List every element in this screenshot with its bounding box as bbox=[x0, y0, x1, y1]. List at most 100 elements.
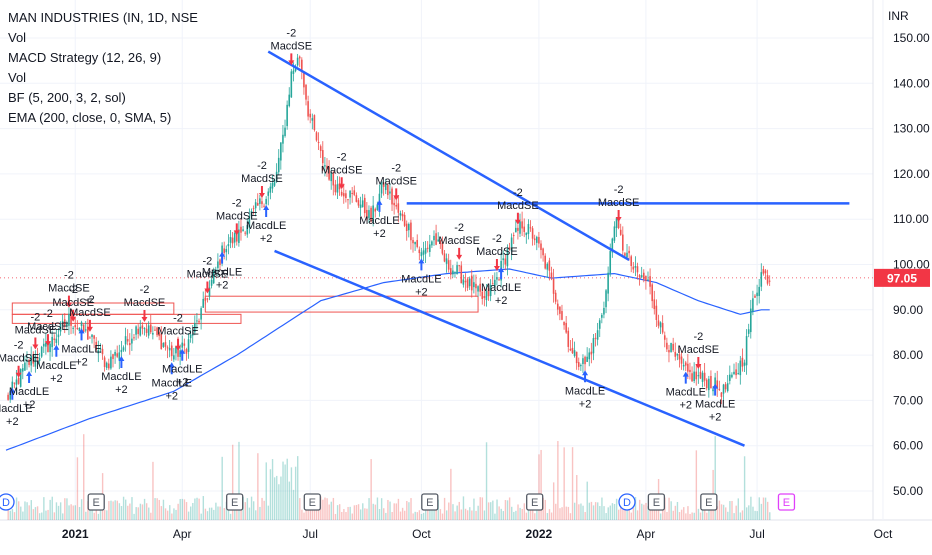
short-entry-qty: -2 bbox=[203, 255, 213, 267]
volume-bar bbox=[504, 500, 507, 520]
dividend-marker[interactable] bbox=[618, 493, 636, 511]
candle-body bbox=[565, 322, 567, 333]
earnings-marker[interactable] bbox=[526, 493, 544, 511]
volume-bar bbox=[118, 503, 121, 520]
candle-body bbox=[473, 282, 475, 288]
candle-body bbox=[324, 165, 326, 167]
indicator-ema[interactable]: EMA (200, close, 0, SMA, 5) bbox=[8, 110, 172, 125]
candle-body bbox=[11, 381, 14, 389]
volume-bar bbox=[479, 497, 481, 520]
earnings-marker[interactable] bbox=[700, 493, 718, 511]
volume-bar bbox=[343, 509, 345, 520]
candle-body bbox=[645, 276, 647, 282]
trendline[interactable] bbox=[267, 50, 630, 262]
candle-body bbox=[573, 350, 576, 356]
short-entry-label: MacdSE bbox=[187, 268, 229, 280]
candle-body bbox=[99, 348, 102, 350]
earnings-marker[interactable] bbox=[226, 493, 244, 511]
candle-body bbox=[712, 389, 714, 392]
earnings-marker[interactable] bbox=[421, 493, 439, 511]
volume-bar bbox=[563, 447, 565, 520]
volume-bar bbox=[691, 512, 693, 520]
volume-bar bbox=[674, 505, 677, 520]
candle-body bbox=[273, 180, 276, 186]
candle-body bbox=[756, 292, 758, 297]
indicator-macd-strategy[interactable]: MACD Strategy (12, 26, 9) bbox=[8, 50, 162, 65]
short-entry-arrow bbox=[175, 338, 182, 351]
volume-bar bbox=[573, 502, 576, 520]
candle-body bbox=[695, 371, 698, 380]
volume-bar bbox=[611, 503, 614, 520]
volume-bar bbox=[114, 500, 116, 520]
symbol-title[interactable]: MAN INDUSTRIES (IN, 1D, NSE bbox=[8, 10, 198, 25]
long-entry-label: MacdLE bbox=[152, 377, 192, 389]
volume-bar bbox=[265, 462, 267, 520]
indicator-volume-2[interactable]: Vol bbox=[8, 70, 27, 85]
indicator-bf[interactable]: BF (5, 200, 3, 2, sol) bbox=[8, 90, 126, 105]
earnings-marker[interactable] bbox=[87, 493, 105, 511]
candle-body bbox=[66, 322, 68, 326]
volume-bar bbox=[588, 502, 591, 520]
candle-body bbox=[246, 225, 249, 235]
volume-bar bbox=[156, 498, 158, 520]
candle-body bbox=[636, 266, 639, 273]
candle-body bbox=[416, 239, 419, 247]
volume-bar bbox=[578, 504, 580, 520]
dividend-marker[interactable] bbox=[0, 493, 15, 511]
time-axis[interactable]: 2021 Apr Jul Oct 2022 Apr Jul Oct bbox=[62, 527, 893, 541]
candle-body bbox=[244, 232, 246, 234]
volume-bar bbox=[492, 500, 494, 520]
earnings-marker[interactable] bbox=[303, 493, 321, 511]
candle-body bbox=[361, 200, 364, 208]
candle-body bbox=[701, 372, 704, 382]
candle-body bbox=[101, 348, 104, 355]
candle-body bbox=[743, 362, 746, 366]
price-axis[interactable]: INR 150.00 140.00 130.00 120.00 110.00 100.00… bbox=[874, 9, 930, 498]
candle-body bbox=[384, 183, 387, 191]
volume-bar bbox=[385, 512, 387, 520]
candle-body bbox=[336, 184, 339, 193]
candle-body bbox=[254, 202, 257, 209]
y-tick-label: 90.00 bbox=[893, 303, 923, 317]
volume-bar bbox=[372, 503, 374, 520]
volume-bar bbox=[508, 497, 511, 520]
volume-bar bbox=[496, 499, 498, 520]
earnings-marker[interactable] bbox=[777, 493, 796, 511]
short-entry-label: MacdSE bbox=[497, 200, 539, 212]
candle-body bbox=[55, 338, 58, 343]
candle-body bbox=[598, 320, 601, 329]
candle-body bbox=[105, 362, 108, 368]
volume-bar bbox=[255, 510, 257, 520]
long-entry-arrow bbox=[78, 328, 85, 341]
candle-body bbox=[338, 183, 341, 190]
candle-body bbox=[309, 113, 312, 118]
candle-body bbox=[418, 249, 421, 254]
long-entry-arrow bbox=[53, 344, 60, 357]
volume-bar bbox=[525, 512, 528, 520]
candle-body bbox=[594, 337, 597, 339]
candle-body bbox=[768, 280, 771, 282]
earnings-marker[interactable] bbox=[647, 493, 666, 511]
volume-bar bbox=[399, 511, 402, 520]
short-entry-qty: -2 bbox=[454, 222, 464, 234]
volume-bar bbox=[80, 499, 83, 520]
candle-body bbox=[147, 325, 150, 336]
candle-body bbox=[531, 228, 534, 239]
indicator-volume[interactable]: Vol bbox=[8, 30, 27, 45]
volume-bar bbox=[590, 501, 593, 520]
volume-bar bbox=[475, 510, 477, 520]
candle-body bbox=[441, 242, 444, 254]
candle-body bbox=[420, 252, 423, 257]
short-entry-qty: -2 bbox=[43, 308, 53, 320]
candle-body bbox=[619, 229, 622, 235]
volume-bar bbox=[43, 497, 45, 520]
trendlines[interactable] bbox=[267, 50, 850, 447]
candle-body bbox=[433, 235, 435, 241]
volume-bar bbox=[538, 454, 540, 520]
candle-body bbox=[458, 265, 460, 267]
short-entry-label: MacdSE bbox=[476, 246, 518, 258]
trendline[interactable] bbox=[274, 249, 745, 447]
